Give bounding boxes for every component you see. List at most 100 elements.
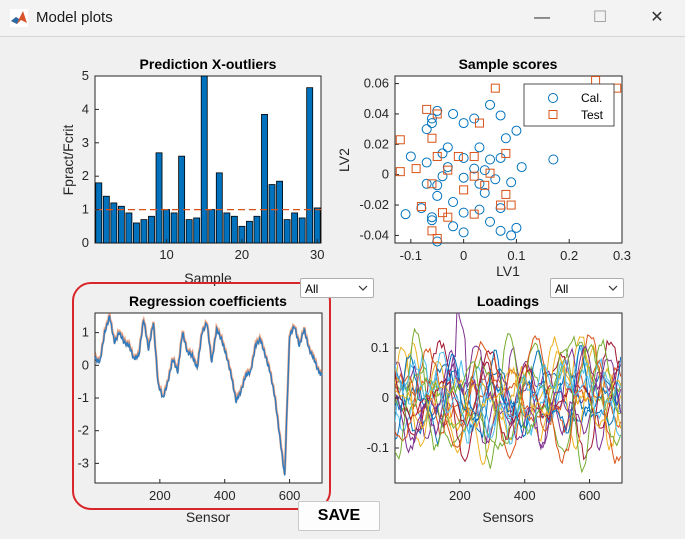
outliers-bar xyxy=(117,205,125,244)
outliers-bar xyxy=(102,195,110,244)
scores-ytick-label: -0.02 xyxy=(359,197,389,212)
test-point xyxy=(469,151,479,161)
outliers-bar xyxy=(155,152,163,244)
outliers-bar xyxy=(223,212,231,244)
scores-ytick-label: 0.06 xyxy=(364,76,389,91)
loading-line xyxy=(395,342,622,453)
test-point xyxy=(496,200,506,210)
test-point xyxy=(480,180,490,190)
title-bar: Model plots — ☐ ✕ xyxy=(0,0,685,37)
regression-ytick-label: 0 xyxy=(82,357,89,372)
scores-xtick-label: 0.2 xyxy=(560,248,578,263)
cal-point xyxy=(469,163,480,174)
loadings-panel: Loadings 0.1 0 -0.1 200 400 600 Sensors xyxy=(367,293,623,525)
cal-point xyxy=(426,215,437,226)
outliers-bar xyxy=(110,202,118,244)
test-point xyxy=(427,179,437,189)
loadings-lines xyxy=(395,313,622,474)
cal-point xyxy=(511,125,522,136)
scores-ytick-label: -0.04 xyxy=(359,227,389,242)
cal-point xyxy=(421,178,432,189)
loading-line xyxy=(395,363,622,430)
test-point xyxy=(501,148,511,158)
cal-point xyxy=(400,209,411,220)
outliers-bar xyxy=(200,75,208,244)
test-point xyxy=(501,189,511,199)
scores-points xyxy=(395,76,622,247)
regression-ytick-label: -3 xyxy=(77,455,89,470)
outliers-bar xyxy=(140,219,148,244)
cal-point xyxy=(500,133,511,144)
outliers-bar xyxy=(230,215,238,244)
scores-legend: Cal. Test xyxy=(523,83,615,127)
test-point xyxy=(443,165,453,175)
scores-ytick-label: 0 xyxy=(382,167,389,182)
test-point xyxy=(416,202,426,212)
outliers-bar xyxy=(185,219,193,244)
regression-panel: Regression coefficients 1 0 -1 -2 -3 200 400 60… xyxy=(77,293,323,525)
test-point xyxy=(459,185,469,195)
outliers-ytick-label: 2 xyxy=(82,168,89,183)
outliers-bar xyxy=(261,114,268,244)
test-point xyxy=(432,151,442,161)
legend-cal-label: Cal. xyxy=(581,91,602,105)
test-point xyxy=(474,118,484,128)
loadings-dropdown[interactable]: All xyxy=(550,278,624,298)
maximize-button[interactable]: ☐ xyxy=(592,9,608,26)
scores-ylabel: LV2 xyxy=(336,148,352,172)
cal-point xyxy=(495,225,506,236)
outliers-bar xyxy=(215,172,223,244)
cal-point xyxy=(442,142,453,153)
regression-xtick-label: 400 xyxy=(214,488,236,503)
cal-point xyxy=(495,152,506,163)
test-point xyxy=(427,226,437,236)
cal-point xyxy=(426,212,437,223)
regression-ytick-label: -1 xyxy=(77,390,89,405)
regression-title: Regression coefficients xyxy=(129,293,287,309)
loadings-xlabel: Sensors xyxy=(482,509,533,525)
outliers-bar xyxy=(283,219,291,244)
cal-point xyxy=(421,157,432,168)
loading-line xyxy=(395,327,621,474)
outliers-bar xyxy=(133,222,140,244)
cal-point xyxy=(516,162,527,173)
regression-xtick-label: 200 xyxy=(149,488,171,503)
test-point xyxy=(438,208,448,218)
scores-dropdown[interactable]: All xyxy=(300,278,374,298)
cal-point xyxy=(474,178,485,189)
scores-dropdown-value: All xyxy=(305,282,319,296)
outliers-bar xyxy=(306,87,314,244)
outliers-bar xyxy=(298,217,306,244)
cal-point xyxy=(458,227,469,238)
save-button[interactable]: SAVE xyxy=(298,501,380,531)
outliers-xtick-label: 10 xyxy=(159,247,173,262)
outliers-ytick-label: 1 xyxy=(82,202,89,217)
cal-point xyxy=(511,222,522,233)
test-point xyxy=(485,168,495,178)
outliers-bar xyxy=(246,220,253,244)
outliers-axes[interactable] xyxy=(94,75,322,244)
loading-line xyxy=(395,358,621,439)
outliers-xtick-label: 30 xyxy=(310,247,324,262)
minimize-button[interactable]: — xyxy=(534,9,550,26)
loadings-ticks: 0.1 0 -0.1 200 400 600 xyxy=(367,340,601,503)
cal-point xyxy=(485,154,496,165)
loadings-ytick-label: -0.1 xyxy=(367,440,389,455)
cal-point xyxy=(458,118,469,129)
cal-point xyxy=(448,221,459,232)
test-point xyxy=(395,135,405,145)
cal-point xyxy=(426,113,437,124)
cal-point xyxy=(469,113,480,124)
test-point xyxy=(490,83,500,93)
outliers-bar xyxy=(148,215,155,244)
test-point xyxy=(411,164,421,174)
cal-point xyxy=(421,124,432,135)
cal-point xyxy=(405,151,416,162)
test-point xyxy=(443,212,453,222)
cal-point xyxy=(479,165,490,176)
close-button[interactable]: ✕ xyxy=(650,9,664,26)
test-point xyxy=(422,104,432,114)
loading-line xyxy=(395,349,622,444)
